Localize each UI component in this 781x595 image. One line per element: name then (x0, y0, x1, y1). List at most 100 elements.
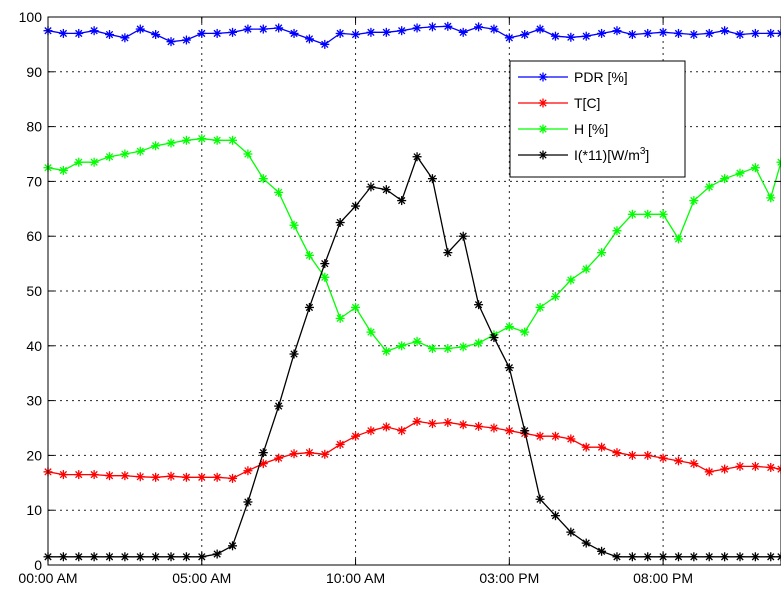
data-point (305, 34, 314, 43)
data-point (228, 136, 237, 145)
data-point (551, 32, 560, 41)
data-point (90, 552, 99, 561)
data-point (136, 147, 145, 156)
data-point (136, 25, 145, 34)
data-point (167, 139, 176, 148)
data-point (305, 303, 314, 312)
data-point (90, 470, 99, 479)
data-point (290, 350, 299, 359)
y-tick-label: 80 (26, 119, 42, 135)
data-point (474, 339, 483, 348)
data-point (336, 440, 345, 449)
data-point (274, 188, 283, 197)
data-point (777, 465, 781, 474)
data-point (151, 141, 160, 150)
data-point (643, 451, 652, 460)
x-tick-label: 08:00 PM (633, 570, 693, 586)
data-point (612, 226, 621, 235)
data-point (566, 276, 575, 285)
data-point (551, 511, 560, 520)
data-point (243, 150, 252, 159)
data-point (628, 552, 637, 561)
data-point (612, 448, 621, 457)
data-point (197, 134, 206, 143)
data-point (228, 28, 237, 37)
data-point (213, 136, 222, 145)
data-point (182, 473, 191, 482)
series-line (48, 26, 781, 44)
data-point (536, 495, 545, 504)
data-point (382, 28, 391, 37)
data-point (366, 328, 375, 337)
data-point (766, 552, 775, 561)
data-point (167, 37, 176, 46)
y-tick-label: 50 (26, 283, 42, 299)
data-point (228, 474, 237, 483)
data-point (566, 33, 575, 42)
data-point (735, 552, 744, 561)
data-point (197, 29, 206, 38)
data-point (274, 454, 283, 463)
data-point (120, 150, 129, 159)
data-point (766, 193, 775, 202)
data-point (597, 29, 606, 38)
data-point (351, 30, 360, 39)
data-point (59, 470, 68, 479)
legend-marker (539, 151, 548, 160)
data-point (705, 552, 714, 561)
data-point (351, 202, 360, 211)
data-point (597, 443, 606, 452)
data-point (90, 26, 99, 35)
data-point (735, 462, 744, 471)
data-point (566, 528, 575, 537)
x-tick-label: 03:00 PM (479, 570, 539, 586)
data-point (105, 152, 114, 161)
data-point (443, 418, 452, 427)
data-point (243, 25, 252, 34)
data-point (582, 265, 591, 274)
data-point (413, 23, 422, 32)
data-point (167, 552, 176, 561)
data-point (120, 552, 129, 561)
data-point (90, 158, 99, 167)
data-point (120, 33, 129, 42)
data-point (243, 466, 252, 475)
data-point (428, 419, 437, 428)
data-point (428, 22, 437, 31)
data-point (366, 28, 375, 37)
data-point (766, 29, 775, 38)
data-point (612, 552, 621, 561)
data-point (151, 30, 160, 39)
data-point (182, 136, 191, 145)
data-point (290, 29, 299, 38)
series-line (48, 421, 781, 478)
data-point (474, 422, 483, 431)
data-point (674, 456, 683, 465)
data-point (505, 426, 514, 435)
data-point (720, 26, 729, 35)
data-point (751, 163, 760, 172)
data-point (459, 342, 468, 351)
data-point (59, 166, 68, 175)
data-point (628, 210, 637, 219)
data-point (536, 303, 545, 312)
data-point (536, 432, 545, 441)
data-point (320, 259, 329, 268)
data-point (213, 473, 222, 482)
data-point (489, 333, 498, 342)
data-point (459, 28, 468, 37)
x-tick-label: 10:00 AM (326, 570, 385, 586)
y-tick-label: 30 (26, 393, 42, 409)
data-point (659, 28, 668, 37)
data-point (305, 251, 314, 260)
data-point (505, 363, 514, 372)
data-point (305, 448, 314, 457)
data-point (520, 426, 529, 435)
data-point (382, 347, 391, 356)
data-point (597, 248, 606, 257)
data-point (777, 552, 781, 561)
data-point (582, 539, 591, 548)
series-line (48, 157, 781, 557)
data-point (428, 344, 437, 353)
